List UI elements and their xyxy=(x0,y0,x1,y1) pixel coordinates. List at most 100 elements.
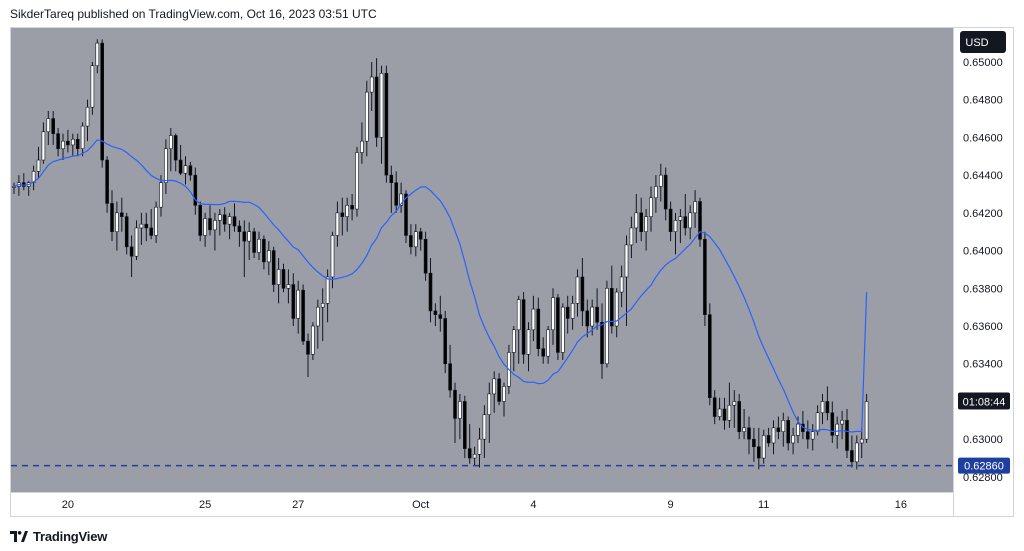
candle-body xyxy=(644,216,648,233)
candle xyxy=(791,427,795,455)
candle xyxy=(95,39,100,74)
candle-body xyxy=(66,140,70,146)
candle-body xyxy=(110,203,114,233)
candle-body xyxy=(649,197,653,217)
candle-body xyxy=(399,193,403,206)
candle-body xyxy=(462,401,467,449)
chart-frame[interactable]: 0.65000 0.64800 0.64600 0.64400 0.64200 0.640… xyxy=(10,27,1014,517)
candle-body xyxy=(56,133,60,150)
candle xyxy=(433,303,438,327)
candle xyxy=(477,427,482,468)
candle-body xyxy=(502,386,506,402)
candle-body xyxy=(394,182,399,206)
candle xyxy=(845,409,849,459)
candle xyxy=(360,122,364,164)
candle xyxy=(418,227,423,251)
candle-body xyxy=(242,231,247,242)
candle-body xyxy=(222,214,227,225)
candle-body xyxy=(477,438,482,455)
candle-body xyxy=(717,408,722,417)
candle-body xyxy=(360,140,364,153)
candle-body xyxy=(487,393,492,415)
candle-body xyxy=(756,446,761,459)
candle-body xyxy=(815,412,820,432)
candle xyxy=(296,280,301,334)
candle xyxy=(850,435,854,468)
candle-body xyxy=(585,310,590,327)
candle-body xyxy=(218,214,222,221)
candle xyxy=(66,129,70,153)
candle-body xyxy=(252,231,256,253)
candle xyxy=(810,424,815,451)
candle xyxy=(761,429,766,464)
candle-body xyxy=(90,65,95,108)
candle xyxy=(193,167,198,215)
candle-body xyxy=(266,250,271,263)
candle xyxy=(61,133,65,161)
candle xyxy=(335,201,340,247)
candle-body xyxy=(404,193,408,236)
candle-body xyxy=(747,427,751,440)
candle-body xyxy=(320,303,325,308)
candle-body xyxy=(678,216,683,221)
candle xyxy=(585,299,590,338)
currency-badge[interactable]: USD xyxy=(960,31,1006,53)
candle xyxy=(149,209,153,240)
candle-body xyxy=(208,218,212,231)
price-axis[interactable]: 0.65000 0.64800 0.64600 0.64400 0.64200 0.640… xyxy=(953,28,1003,516)
time-axis[interactable]: 20 25 27 Oct 4 9 11 16 xyxy=(11,492,953,512)
candle-body xyxy=(840,420,844,425)
candle xyxy=(556,293,560,360)
candle xyxy=(271,246,276,293)
candle xyxy=(188,161,193,181)
candle-body xyxy=(330,235,335,278)
price-chart[interactable]: 0.65000 0.64800 0.64600 0.64400 0.64200 0.640… xyxy=(11,28,1013,516)
price-tick-label: 0.64600 xyxy=(963,132,1003,144)
candle xyxy=(840,410,844,440)
candle-body xyxy=(854,442,859,463)
candle-body xyxy=(732,401,737,406)
candle-body xyxy=(492,378,497,395)
footer[interactable]: TradingView xyxy=(10,528,107,544)
candle-body xyxy=(693,201,697,214)
candle xyxy=(384,65,389,183)
candle-body xyxy=(345,205,350,217)
candle xyxy=(771,420,776,455)
candle xyxy=(565,295,570,334)
candle-body xyxy=(448,363,452,391)
candle-body xyxy=(707,314,712,398)
candle xyxy=(663,167,668,221)
candle-body xyxy=(286,284,291,289)
candle-body xyxy=(688,212,693,229)
candle xyxy=(462,395,467,459)
candle-body xyxy=(551,297,555,331)
candle-body xyxy=(766,435,771,444)
candle-body xyxy=(497,378,501,402)
price-tick-label: 0.63400 xyxy=(963,359,1003,371)
candle-body xyxy=(850,450,854,463)
candle-body xyxy=(634,212,639,229)
candle xyxy=(345,197,350,232)
candle-body xyxy=(41,131,46,161)
countdown-label: 01:08:44 xyxy=(963,396,1006,408)
candle-body xyxy=(296,289,301,319)
candle-body xyxy=(600,321,604,365)
candle xyxy=(536,297,541,357)
candle-body xyxy=(830,412,835,436)
candle-body xyxy=(31,171,36,183)
level-price-label: 0.62860 xyxy=(964,461,1004,473)
candle-body xyxy=(51,118,56,134)
candle xyxy=(864,393,869,443)
candle-body xyxy=(134,227,139,257)
candle-body xyxy=(139,223,144,229)
candle-body xyxy=(281,269,286,289)
candle xyxy=(835,416,840,449)
candle xyxy=(105,156,109,213)
price-tick-label: 0.63000 xyxy=(963,434,1003,446)
candle-body xyxy=(61,140,65,150)
candle xyxy=(595,288,599,330)
candle xyxy=(644,209,648,251)
candle xyxy=(115,201,119,251)
candle xyxy=(502,382,506,417)
candle-body xyxy=(859,438,864,444)
